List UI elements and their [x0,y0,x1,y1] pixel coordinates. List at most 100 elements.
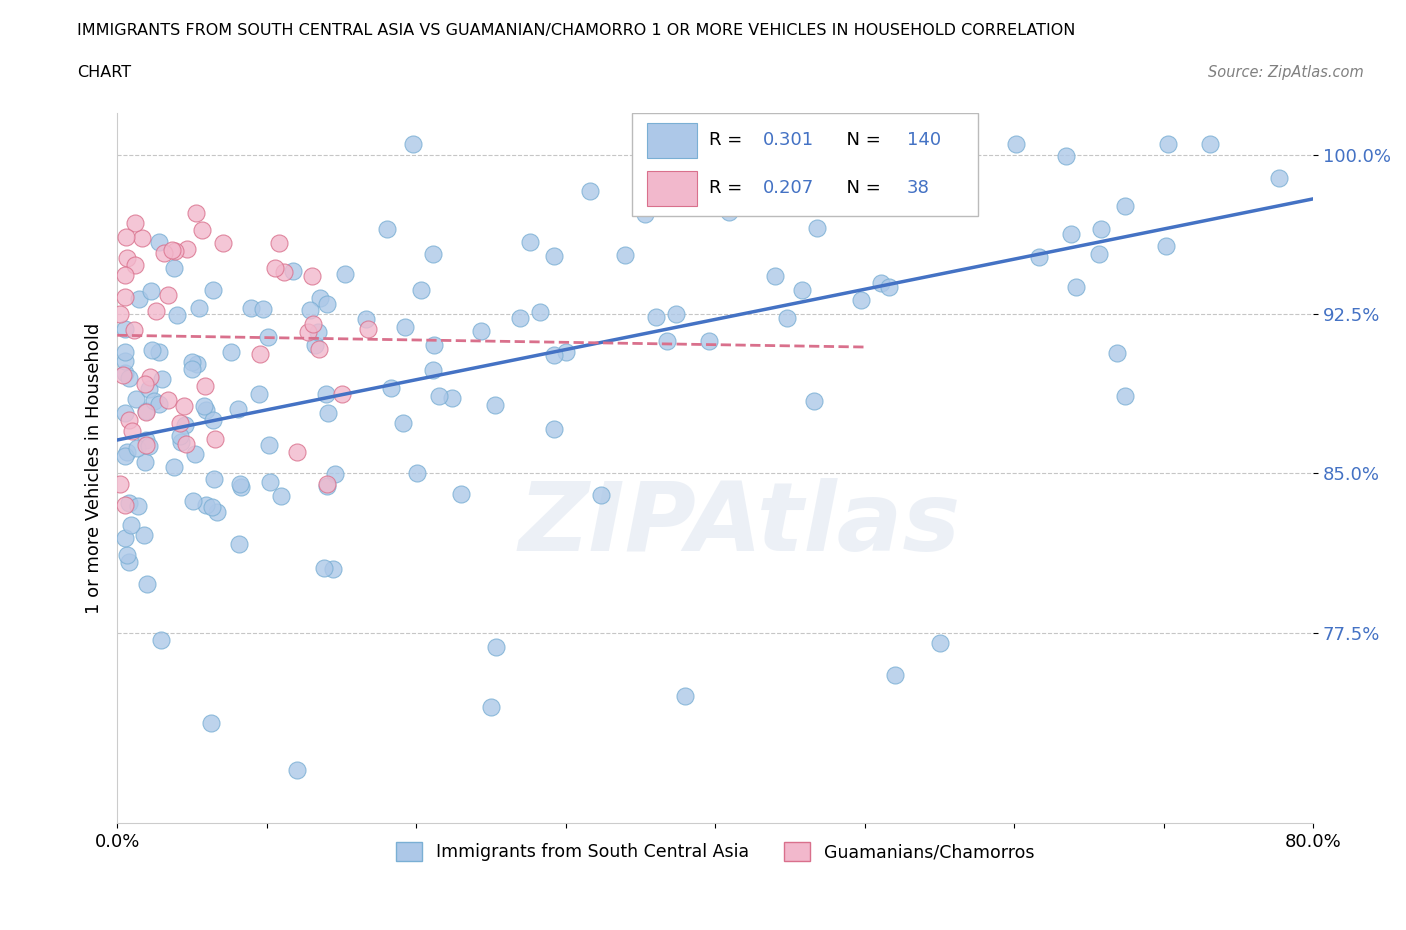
Point [121,423,143,438]
Point [470,324,492,339]
Point [124,216,146,231]
Point [828,145,851,160]
Point [870,276,893,291]
Point [256,329,278,344]
Point [211,236,233,251]
Point [1114,199,1136,214]
Point [484,397,506,412]
Point [1005,137,1028,152]
Point [422,363,444,378]
Point [315,476,337,491]
Point [307,325,329,339]
Point [114,267,136,282]
Point [127,498,149,513]
Point [1267,170,1289,185]
Point [195,498,218,512]
Point [803,393,825,408]
Point [519,234,541,249]
Point [201,499,224,514]
Point [139,369,162,384]
Point [1157,137,1180,152]
Point [441,391,464,405]
Point [1028,250,1050,265]
Point [655,333,678,348]
Point [270,488,292,503]
Point [115,230,138,245]
FancyBboxPatch shape [631,113,979,216]
Point [112,367,135,382]
Point [194,379,217,394]
Point [134,377,156,392]
Point [543,248,565,263]
Point [1090,221,1112,236]
Point [156,393,179,408]
Point [485,639,508,654]
Point [125,440,148,455]
Point [509,311,531,325]
Text: N =: N = [835,131,886,149]
Point [134,455,156,470]
Point [128,292,150,307]
Point [135,433,157,448]
Point [1198,137,1220,152]
Point [219,344,242,359]
Point [174,436,197,451]
Point [229,480,252,495]
Point [1060,227,1083,242]
Point [354,312,377,326]
Point [249,347,271,362]
Point [936,180,959,195]
Point [108,307,131,322]
Point [330,387,353,402]
Point [152,246,174,261]
Text: ZIPAtlas: ZIPAtlas [517,478,960,571]
Point [316,405,339,420]
Text: 0.301: 0.301 [763,131,814,149]
Point [191,223,214,238]
Point [205,505,228,520]
Point [114,321,136,336]
Point [315,386,337,401]
Point [114,365,136,380]
Point [118,413,141,428]
Point [392,415,415,430]
Point [634,206,657,221]
Point [163,459,186,474]
Point [187,301,209,316]
Point [114,531,136,546]
Point [312,560,335,575]
Point [115,445,138,459]
Point [229,476,252,491]
Point [302,317,325,332]
Point [779,147,801,162]
Point [263,260,285,275]
Point [1154,239,1177,254]
Point [323,467,346,482]
Point [806,221,828,236]
Point [226,402,249,417]
Point [114,289,136,304]
Point [273,265,295,280]
Point [252,301,274,316]
Point [134,527,156,542]
Point [125,392,148,406]
Point [614,247,637,262]
Text: 38: 38 [907,179,929,197]
Point [285,763,308,777]
Point [247,387,270,402]
Point [118,496,141,511]
Point [315,479,337,494]
Text: R =: R = [709,179,748,197]
Point [529,304,551,319]
Text: CHART: CHART [77,65,131,80]
Point [108,476,131,491]
Point [285,445,308,459]
Point [169,435,191,450]
Point [301,269,323,284]
Point [139,284,162,299]
Text: IMMIGRANTS FROM SOUTH CENTRAL ASIA VS GUAMANIAN/CHAMORRO 1 OR MORE VEHICLES IN H: IMMIGRANTS FROM SOUTH CENTRAL ASIA VS GU… [77,23,1076,38]
Point [749,173,772,188]
Point [173,398,195,413]
Point [578,183,600,198]
Point [150,371,173,386]
